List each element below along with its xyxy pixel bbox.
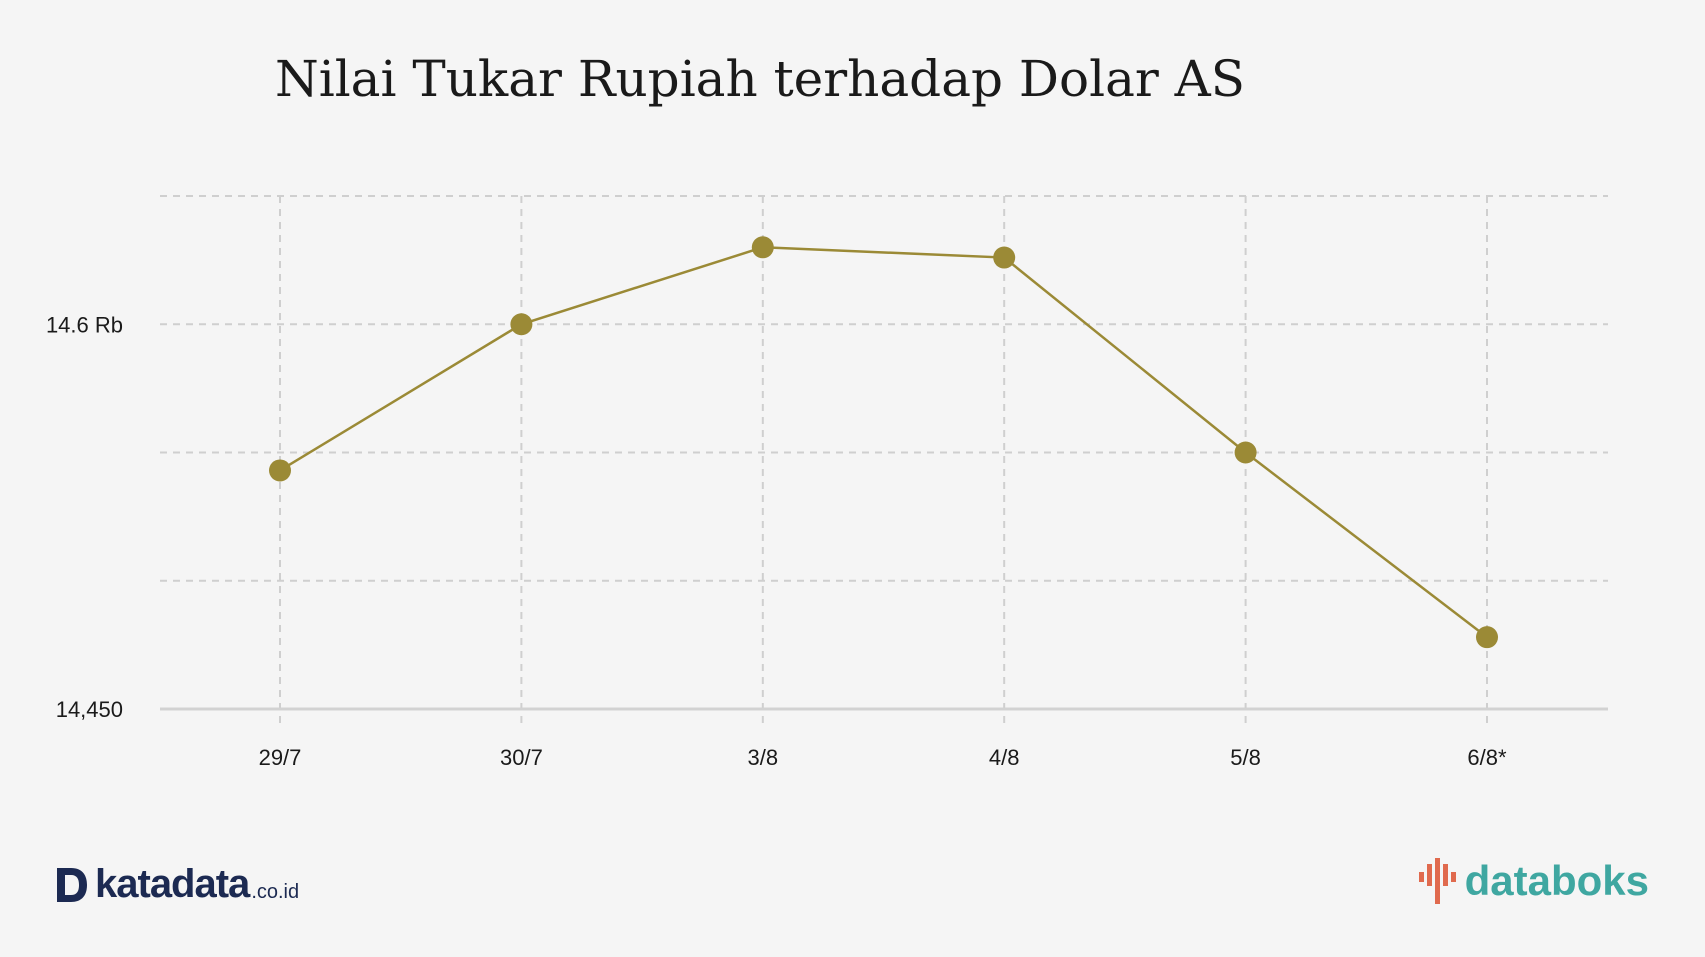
katadata-logo-text: katadata	[95, 862, 250, 906]
x-tick-label-1: 30/7	[500, 745, 543, 770]
databoks-logo: databoks	[1417, 858, 1649, 904]
x-tick-label-5: 6/8*	[1467, 745, 1507, 770]
x-tick-label-3: 4/8	[989, 745, 1020, 770]
databoks-mark-icon	[1418, 858, 1456, 904]
x-tick-label-0: 29/7	[259, 745, 302, 770]
data-point-0	[269, 459, 291, 482]
x-tick-label-4: 5/8	[1230, 745, 1261, 770]
y-tick-label-0: 14.6 Rb	[46, 312, 123, 337]
data-point-5	[1476, 626, 1498, 649]
chart-title: Nilai Tukar Rupiah terhadap Dolar AS	[274, 50, 1246, 108]
series-line	[279, 246, 1488, 639]
katadata-mark-icon	[57, 868, 87, 902]
y-tick-label-1: 14,450	[56, 697, 123, 722]
katadata-logo-suffix: .co.id	[251, 881, 300, 903]
x-tick-label-2: 3/8	[748, 745, 779, 770]
tick-labels: 14.6 Rb 14,450 29/7 30/7 3/8 4/8 5/8 6/8*	[46, 312, 1507, 770]
grid-lines	[160, 195, 1608, 723]
data-point-1	[510, 313, 533, 336]
data-point-2	[751, 236, 774, 259]
katadata-logo: katadata .co.id	[55, 858, 299, 904]
series-points	[269, 236, 1498, 649]
data-point-4	[1234, 441, 1257, 464]
series-line-0	[279, 246, 1488, 639]
data-point-3	[993, 246, 1016, 269]
databoks-logo-text: databoks	[1464, 857, 1649, 904]
